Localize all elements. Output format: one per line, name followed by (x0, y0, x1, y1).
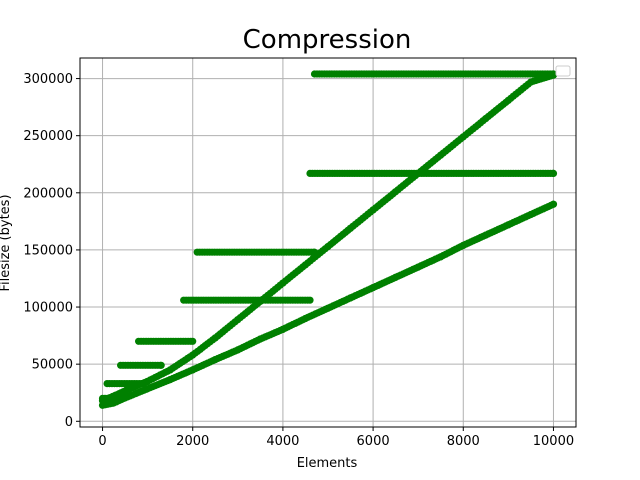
chart-title: Compression (243, 25, 412, 55)
y-tick-label: 200000 (23, 186, 73, 201)
data-point (549, 200, 558, 208)
data-points (98, 70, 558, 409)
data-point (139, 380, 147, 388)
data-point (112, 394, 120, 402)
x-tick-label: 4000 (266, 434, 299, 449)
y-tick-label: 150000 (23, 243, 73, 258)
x-tick-label: 2000 (176, 434, 209, 449)
x-tick-label: 6000 (357, 434, 390, 449)
y-tick-label: 50000 (32, 358, 73, 373)
plot-frame (79, 57, 577, 428)
data-point (549, 169, 558, 177)
x-tick-label: 8000 (447, 434, 480, 449)
data-point (157, 361, 165, 369)
y-tick-label: 100000 (23, 301, 73, 316)
y-axis-label: Filesize (bytes) (0, 194, 13, 291)
y-tick-label: 250000 (23, 129, 73, 144)
ticks: 0 2000 4000 6000 8000 10000050000100000150000… (23, 72, 574, 449)
x-tick-label: 0 (98, 434, 106, 449)
data-point (189, 337, 197, 345)
y-tick-label: 300000 (23, 72, 73, 87)
data-point (306, 296, 314, 304)
data-point (310, 248, 319, 256)
legend-box (555, 65, 571, 77)
x-tick-label: 10000 (533, 434, 574, 449)
data-point (549, 70, 558, 78)
x-axis-label: Elements (297, 456, 358, 471)
y-tick-label: 0 (65, 415, 73, 430)
